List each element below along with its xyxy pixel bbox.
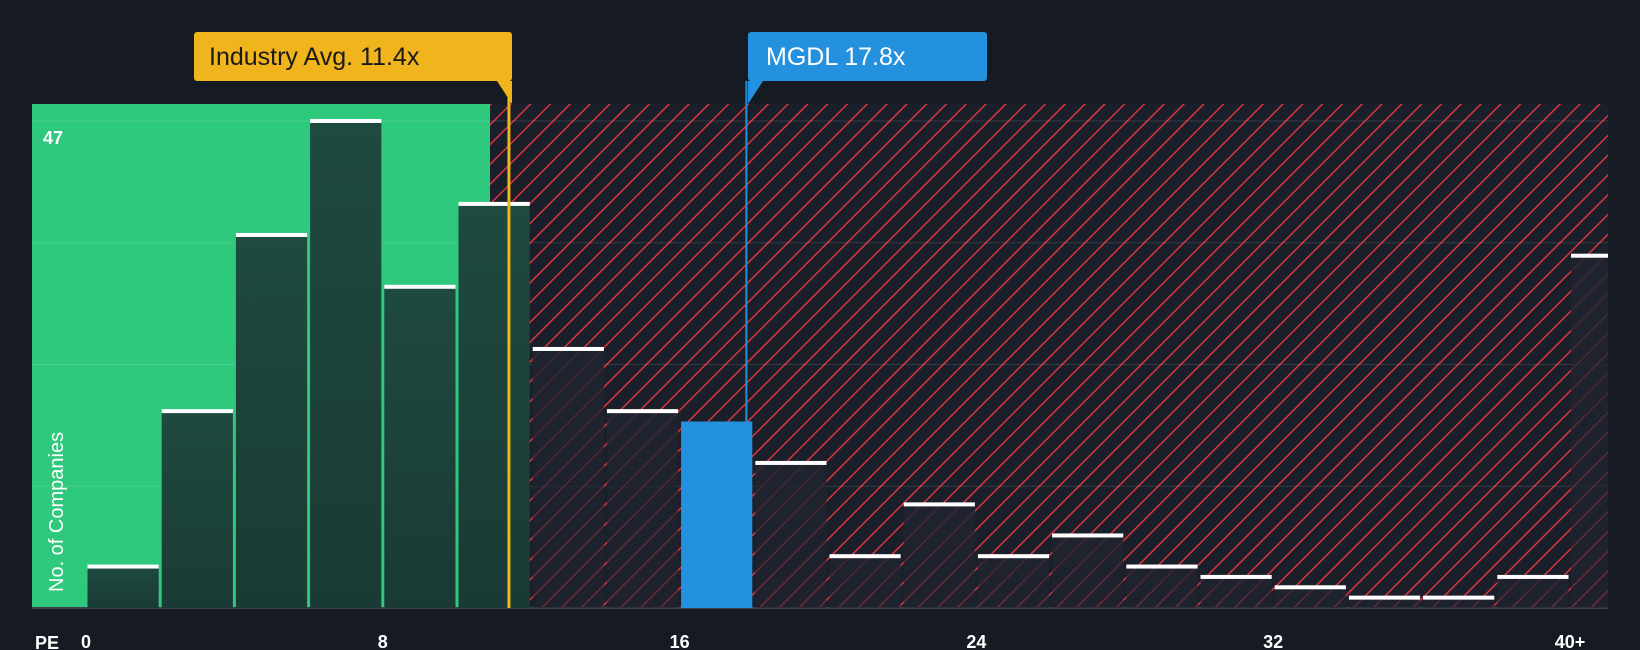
bar-20-22 <box>829 556 901 608</box>
bar-22-24 <box>903 504 975 608</box>
bar-24-26 <box>977 556 1050 608</box>
industry-avg-box <box>194 32 512 81</box>
bar-10-12 <box>458 203 530 608</box>
bar-cap-26-28 <box>1052 533 1124 538</box>
bar-12-14 <box>532 348 604 608</box>
value-markers <box>507 81 748 608</box>
bar-cap-6-8 <box>310 119 382 123</box>
bar-cap-24-26 <box>977 554 1050 559</box>
company-callout: MGDL 17.8x <box>748 32 987 104</box>
bar-8-10 <box>384 286 456 608</box>
x-tick-labels: 0 8 16 24 32 40+ <box>81 632 1585 650</box>
bar-cap-40-41 <box>1571 253 1608 258</box>
bar-26-28 <box>1052 535 1124 608</box>
callouts: Industry Avg. 11.4x MGDL 17.8x <box>194 32 987 104</box>
bar-cap-38-40 <box>1497 574 1569 579</box>
bar-cap-28-30 <box>1126 564 1198 569</box>
y-max-label: 47 <box>43 128 63 148</box>
bar-28-30 <box>1126 566 1198 608</box>
bar-38-40 <box>1497 576 1569 608</box>
bar-36-38 <box>1423 597 1495 608</box>
bar-18-20 <box>755 462 827 608</box>
industry-avg-pointer <box>497 81 512 104</box>
bar-cap-14-16 <box>606 409 679 414</box>
bar-32-34 <box>1274 587 1346 608</box>
x-tick-8: 8 <box>378 632 388 650</box>
bar-14-16 <box>606 411 679 608</box>
bar-cap-2-4 <box>161 409 233 414</box>
bar-40-41 <box>1571 255 1608 608</box>
bar-cap-18-20 <box>755 460 827 465</box>
bar-cap-4-6 <box>235 232 308 237</box>
bar-cap-8-10 <box>384 284 456 289</box>
bar-cap-10-12 <box>458 201 530 206</box>
bar-cap-30-32 <box>1200 574 1272 579</box>
bar-cap-12-14 <box>532 346 604 351</box>
company-label: MGDL 17.8x <box>766 43 906 71</box>
bar-cap-20-22 <box>829 554 901 559</box>
bar-cap-32-34 <box>1274 585 1346 590</box>
x-axis-label: PE <box>35 633 59 650</box>
bar-cap-36-38 <box>1423 595 1495 600</box>
industry-avg-callout: Industry Avg. 11.4x <box>194 32 512 104</box>
bar-4-6 <box>235 234 308 608</box>
x-tick-16: 16 <box>670 632 690 650</box>
company-pointer <box>748 81 763 104</box>
x-tick-40: 40+ <box>1555 632 1586 650</box>
axis-labels: 47 No. of Companies PE <box>35 128 68 650</box>
y-axis-label: No. of Companies <box>46 432 68 592</box>
x-tick-24: 24 <box>966 632 986 650</box>
bar-0-2 <box>87 566 159 608</box>
bar-cap-0-2 <box>87 564 159 569</box>
bar-34-36 <box>1348 597 1421 608</box>
bar-2-4 <box>161 411 233 608</box>
bar-cap-34-36 <box>1348 595 1421 600</box>
x-tick-32: 32 <box>1263 632 1283 650</box>
bar-cap-22-24 <box>903 502 975 507</box>
company-box <box>748 32 987 81</box>
x-tick-0: 0 <box>81 632 91 650</box>
histogram-bars <box>87 119 1608 608</box>
bar-6-8 <box>310 121 382 608</box>
bar-16-18 <box>681 421 753 608</box>
industry-avg-label: Industry Avg. 11.4x <box>209 43 420 71</box>
bar-30-32 <box>1200 576 1272 608</box>
